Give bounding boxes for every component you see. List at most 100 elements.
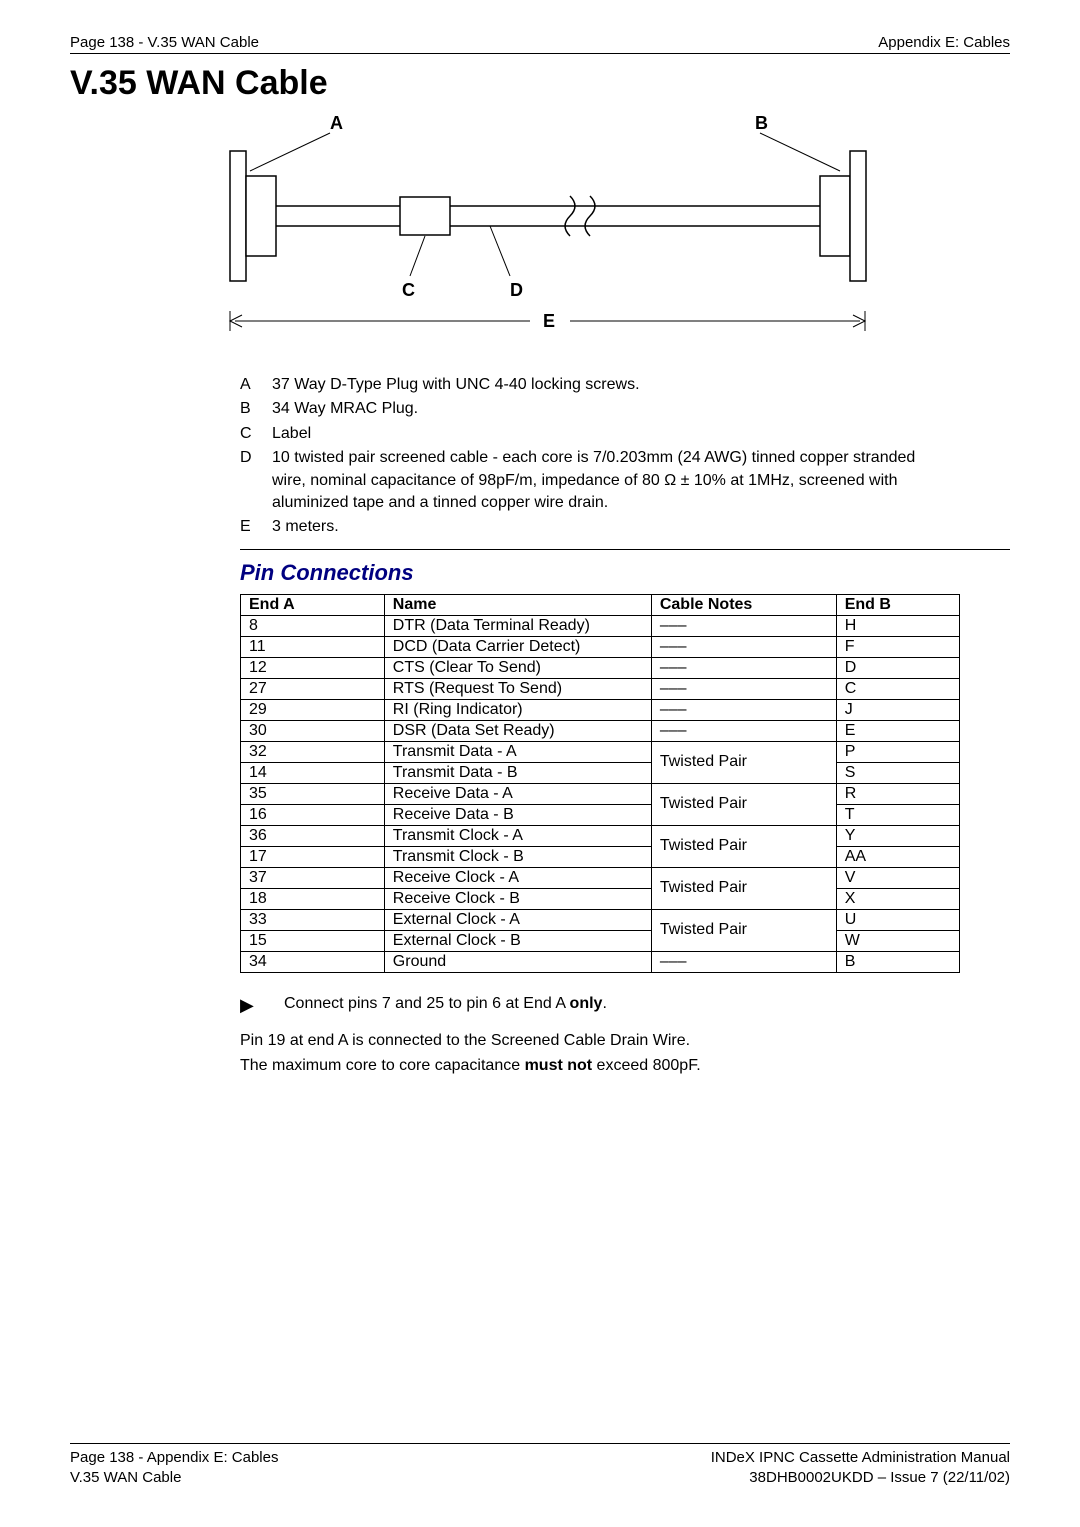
- table-cell: Y: [836, 825, 959, 846]
- table-row: 18Receive Clock - B X: [241, 888, 960, 909]
- table-cell: External Clock - B: [384, 930, 651, 951]
- table-cell: Transmit Data - B: [384, 762, 651, 783]
- table-row: 30DSR (Data Set Ready)–––E: [241, 720, 960, 741]
- table-cell: 33: [241, 909, 385, 930]
- section-divider: [240, 549, 1010, 550]
- footer-right-2: 38DHB0002UKDD – Issue 7 (22/11/02): [711, 1468, 1010, 1488]
- table-cell: –––: [651, 699, 836, 720]
- page-footer: Page 138 - Appendix E: Cables V.35 WAN C…: [70, 1443, 1010, 1487]
- page-title: V.35 WAN Cable: [70, 64, 1010, 103]
- legend-key: A: [240, 374, 272, 396]
- table-row: 17Transmit Clock - B AA: [241, 846, 960, 867]
- table-cell: P: [836, 741, 959, 762]
- legend-key: C: [240, 423, 272, 445]
- table-row: 12CTS (Clear To Send)–––D: [241, 657, 960, 678]
- table-row: 27RTS (Request To Send)–––C: [241, 678, 960, 699]
- legend-row: D10 twisted pair screened cable - each c…: [240, 447, 950, 514]
- table-cell: 12: [241, 657, 385, 678]
- table-cell: External Clock - A: [384, 909, 651, 930]
- table-cell: DCD (Data Carrier Detect): [384, 636, 651, 657]
- table-row: 8DTR (Data Terminal Ready)–––H: [241, 615, 960, 636]
- table-cell: –––: [651, 720, 836, 741]
- table-row: 11DCD (Data Carrier Detect)–––F: [241, 636, 960, 657]
- table-cell: U: [836, 909, 959, 930]
- table-cell: 18: [241, 888, 385, 909]
- table-row: 29RI (Ring Indicator)–––J: [241, 699, 960, 720]
- footer-left-1: Page 138 - Appendix E: Cables: [70, 1448, 278, 1468]
- table-cell-twisted-pair: Twisted Pair: [651, 741, 836, 783]
- table-cell: E: [836, 720, 959, 741]
- table-cell: CTS (Clear To Send): [384, 657, 651, 678]
- bullet-icon: ▶: [240, 991, 284, 1020]
- legend-row: B34 Way MRAC Plug.: [240, 398, 950, 420]
- table-cell: 15: [241, 930, 385, 951]
- table-cell: W: [836, 930, 959, 951]
- table-cell: X: [836, 888, 959, 909]
- table-cell: 16: [241, 804, 385, 825]
- th-cable-notes: Cable Notes: [651, 594, 836, 615]
- table-row: 35Receive Data - ATwisted PairR: [241, 783, 960, 804]
- table-row: 34Ground–––B: [241, 951, 960, 972]
- table-cell: 27: [241, 678, 385, 699]
- table-row: 15External Clock - B W: [241, 930, 960, 951]
- table-row: 33External Clock - ATwisted PairU: [241, 909, 960, 930]
- table-cell: –––: [651, 951, 836, 972]
- table-cell: 34: [241, 951, 385, 972]
- th-name: Name: [384, 594, 651, 615]
- th-end-a: End A: [241, 594, 385, 615]
- table-cell: –––: [651, 636, 836, 657]
- table-cell: 35: [241, 783, 385, 804]
- table-cell: –––: [651, 615, 836, 636]
- table-cell-twisted-pair: Twisted Pair: [651, 909, 836, 951]
- legend-key: B: [240, 398, 272, 420]
- th-end-b: End B: [836, 594, 959, 615]
- table-cell: RI (Ring Indicator): [384, 699, 651, 720]
- legend-text: 37 Way D-Type Plug with UNC 4-40 locking…: [272, 374, 950, 396]
- table-cell: 37: [241, 867, 385, 888]
- notes-block: ▶ Connect pins 7 and 25 to pin 6 at End …: [240, 991, 1010, 1079]
- table-cell-twisted-pair: Twisted Pair: [651, 825, 836, 867]
- header-left: Page 138 - V.35 WAN Cable: [70, 34, 259, 51]
- table-cell: D: [836, 657, 959, 678]
- table-cell: C: [836, 678, 959, 699]
- table-row: 16Receive Data - B T: [241, 804, 960, 825]
- table-cell: T: [836, 804, 959, 825]
- note-line-2: Pin 19 at end A is connected to the Scre…: [240, 1028, 1010, 1054]
- table-cell: Receive Data - B: [384, 804, 651, 825]
- diagram-legend: A37 Way D-Type Plug with UNC 4-40 lockin…: [240, 374, 950, 539]
- footer-left-2: V.35 WAN Cable: [70, 1468, 278, 1488]
- note-line-3: The maximum core to core capacitance mus…: [240, 1053, 1010, 1079]
- legend-key: E: [240, 516, 272, 538]
- table-cell: Transmit Clock - B: [384, 846, 651, 867]
- table-cell: Receive Data - A: [384, 783, 651, 804]
- table-cell: AA: [836, 846, 959, 867]
- table-cell: B: [836, 951, 959, 972]
- table-cell-twisted-pair: Twisted Pair: [651, 783, 836, 825]
- table-cell: Ground: [384, 951, 651, 972]
- legend-text: 34 Way MRAC Plug.: [272, 398, 950, 420]
- table-cell: RTS (Request To Send): [384, 678, 651, 699]
- cable-diagram: A B C D E: [70, 111, 1010, 356]
- legend-row: A37 Way D-Type Plug with UNC 4-40 lockin…: [240, 374, 950, 396]
- table-cell: 8: [241, 615, 385, 636]
- table-cell: 17: [241, 846, 385, 867]
- table-cell: J: [836, 699, 959, 720]
- legend-text: 3 meters.: [272, 516, 950, 538]
- pin-connections-table: End A Name Cable Notes End B 8DTR (Data …: [240, 594, 960, 973]
- page-header: Page 138 - V.35 WAN Cable Appendix E: Ca…: [70, 34, 1010, 54]
- table-cell: 32: [241, 741, 385, 762]
- table-row: 14Transmit Data - B S: [241, 762, 960, 783]
- header-right: Appendix E: Cables: [878, 34, 1010, 51]
- table-cell: –––: [651, 657, 836, 678]
- legend-text: Label: [272, 423, 950, 445]
- diagram-label-d: D: [510, 280, 523, 300]
- table-cell: S: [836, 762, 959, 783]
- diagram-label-a: A: [330, 113, 343, 133]
- diagram-label-b: B: [755, 113, 768, 133]
- legend-row: CLabel: [240, 423, 950, 445]
- table-cell: Receive Clock - B: [384, 888, 651, 909]
- legend-text: 10 twisted pair screened cable - each co…: [272, 447, 950, 514]
- table-cell: Receive Clock - A: [384, 867, 651, 888]
- table-cell: V: [836, 867, 959, 888]
- table-cell: 14: [241, 762, 385, 783]
